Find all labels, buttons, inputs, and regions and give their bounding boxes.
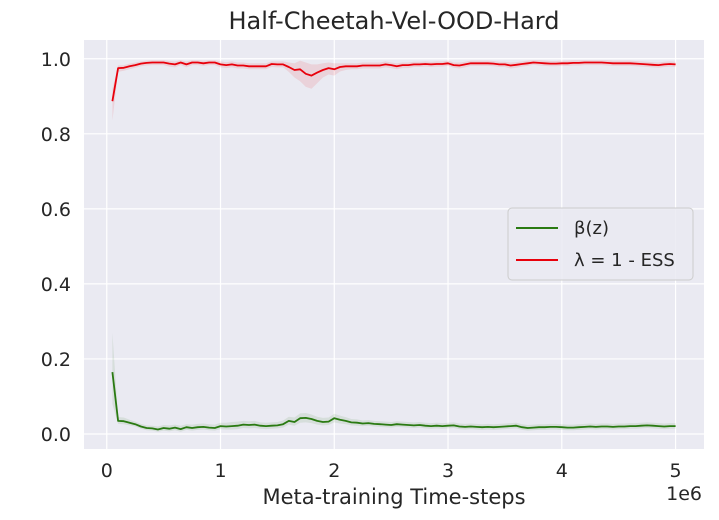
y-axis-ticks: 0.0 0.2 0.4 0.6 0.8 1.0 (41, 49, 71, 446)
x-tick-label: 0 (101, 460, 113, 482)
legend-label-lambda: λ = 1 - ESS (574, 250, 675, 271)
x-tick-label: 5 (670, 460, 682, 482)
x-axis-label: Meta-training Time-steps (262, 485, 525, 509)
y-tick-label: 0.2 (41, 349, 71, 371)
series-lines (111, 61, 676, 431)
chart-title: Half-Cheetah-Vel-OOD-Hard (229, 7, 560, 35)
y-tick-label: 1.0 (41, 49, 71, 71)
x-tick-label: 3 (442, 460, 454, 482)
x-axis-offset-label: 1e6 (666, 483, 702, 505)
series-band-lambda (112, 60, 676, 121)
x-tick-label: 1 (214, 460, 226, 482)
x-axis-ticks: 0 1 2 3 4 5 (101, 460, 682, 482)
legend: β(z) λ = 1 - ESS (507, 207, 694, 281)
x-tick-label: 2 (328, 460, 340, 482)
confidence-bands (112, 60, 676, 432)
y-tick-label: 0.6 (41, 199, 71, 221)
legend-box (507, 207, 694, 281)
x-tick-label: 4 (556, 460, 568, 482)
y-tick-label: 0.8 (41, 124, 71, 146)
legend-label-beta: β(z) (574, 218, 609, 239)
series-line-beta (111, 371, 676, 431)
y-tick-label: 0.0 (41, 424, 71, 446)
series-line-lambda (111, 61, 676, 102)
y-tick-label: 0.4 (41, 274, 71, 296)
